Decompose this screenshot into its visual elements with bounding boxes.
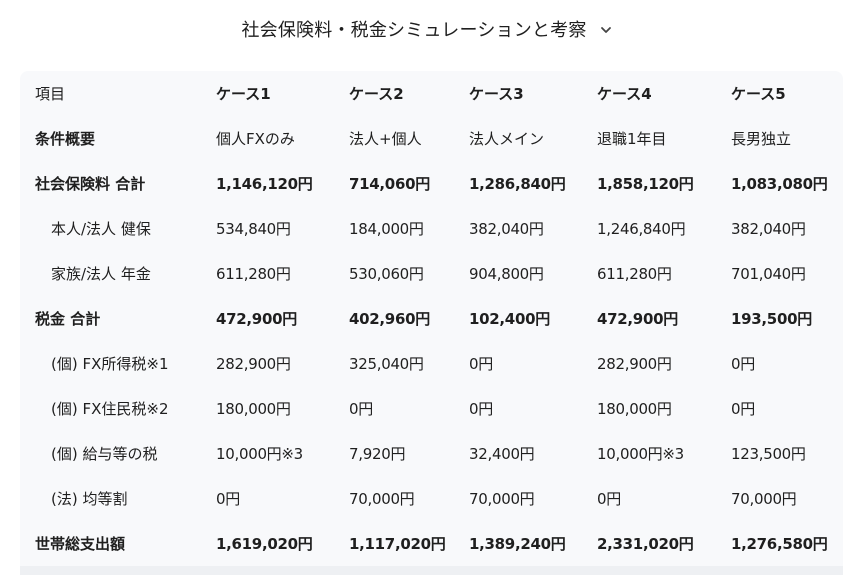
row-label: (個) FX所得税※1 [51, 355, 169, 373]
comparison-table-card: 項目 ケース1 ケース2 ケース3 ケース4 ケース5 条件概要 個人FXのみ … [20, 71, 843, 575]
table-cell: 701,040円 [731, 265, 806, 283]
row-label: (個) FX住民税※2 [51, 400, 169, 418]
table-row-tax-total: 税金 合計 472,900円 402,960円 102,400円 472,900… [20, 296, 843, 341]
table-cell: 382,040円 [731, 220, 806, 238]
table-cell: 1,619,020円 [216, 535, 313, 553]
row-label: (法) 均等割 [51, 490, 128, 508]
table-row-per-capita-levy: (法) 均等割 0円 70,000円 70,000円 0円 70,000円 [20, 476, 843, 521]
row-label: 世帯総支出額 [35, 535, 126, 553]
row-label: 条件概要 [35, 130, 96, 148]
row-label: 本人/法人 健保 [51, 220, 151, 238]
table-cell: 282,900円 [597, 355, 672, 373]
table-cell: 2,331,020円 [597, 535, 694, 553]
table-cell: 282,900円 [216, 355, 291, 373]
page-title: 社会保険料・税金シミュレーションと考察 [241, 20, 587, 41]
table-cell: 180,000円 [216, 400, 291, 418]
table-cell: 714,060円 [349, 175, 430, 193]
table-cell: 325,040円 [349, 355, 424, 373]
table-cell: 70,000円 [469, 490, 535, 508]
table-row-fx-income-tax: (個) FX所得税※1 282,900円 325,040円 0円 282,900… [20, 341, 843, 386]
table-cell: 123,500円 [731, 445, 806, 463]
table-row-salary-tax: (個) 給与等の税 10,000円※3 7,920円 32,400円 10,00… [20, 431, 843, 476]
table-cell: 0円 [469, 400, 493, 418]
table-row-health-insurance: 本人/法人 健保 534,840円 184,000円 382,040円 1,24… [20, 206, 843, 251]
table-row-fx-resident-tax: (個) FX住民税※2 180,000円 0円 0円 180,000円 0円 [20, 386, 843, 431]
table-cell: 472,900円 [216, 310, 297, 328]
column-header-case3: ケース3 [469, 85, 524, 103]
table-cell: 32,400円 [469, 445, 535, 463]
table-cell: 402,960円 [349, 310, 430, 328]
table-cell: 0円 [349, 400, 373, 418]
table-cell: 0円 [731, 400, 755, 418]
table-cell: 1,146,120円 [216, 175, 313, 193]
page-header[interactable]: 社会保険料・税金シミュレーションと考察 [0, 14, 856, 44]
table-cell: 法人メイン [469, 130, 545, 148]
table-cell: 611,280円 [597, 265, 672, 283]
table-cell: 904,800円 [469, 265, 544, 283]
column-header-item: 項目 [35, 85, 66, 103]
table-cell: 長男独立 [731, 130, 792, 148]
table-cell: 10,000円※3 [597, 445, 684, 463]
table-cell: 382,040円 [469, 220, 544, 238]
table-cell: 1,286,840円 [469, 175, 566, 193]
table-cell: 1,389,240円 [469, 535, 566, 553]
comparison-table: 項目 ケース1 ケース2 ケース3 ケース4 ケース5 条件概要 個人FXのみ … [20, 71, 843, 566]
row-label: (個) 給与等の税 [51, 445, 158, 463]
table-footer-strip [20, 566, 843, 575]
table-cell: 1,858,120円 [597, 175, 694, 193]
row-label: 税金 合計 [35, 310, 101, 328]
row-label: 家族/法人 年金 [51, 265, 151, 283]
table-cell: 1,246,840円 [597, 220, 686, 238]
table-cell: 180,000円 [597, 400, 672, 418]
table-cell: 611,280円 [216, 265, 291, 283]
table-cell: 472,900円 [597, 310, 678, 328]
row-label: 社会保険料 合計 [35, 175, 146, 193]
table-cell: 0円 [469, 355, 493, 373]
table-cell: 1,117,020円 [349, 535, 446, 553]
table-cell: 530,060円 [349, 265, 424, 283]
table-cell: 退職1年目 [597, 130, 667, 148]
table-cell: 個人FXのみ [216, 130, 295, 148]
table-cell: 70,000円 [731, 490, 797, 508]
table-cell: 10,000円※3 [216, 445, 303, 463]
table-cell: 184,000円 [349, 220, 424, 238]
table-cell: 0円 [216, 490, 240, 508]
table-row-conditions: 条件概要 個人FXのみ 法人+個人 法人メイン 退職1年目 長男独立 [20, 116, 843, 161]
column-header-case1: ケース1 [216, 85, 271, 103]
table-cell: 1,276,580円 [731, 535, 828, 553]
table-cell: 193,500円 [731, 310, 812, 328]
table-row-pension: 家族/法人 年金 611,280円 530,060円 904,800円 611,… [20, 251, 843, 296]
table-cell: 0円 [731, 355, 755, 373]
table-cell: 法人+個人 [349, 130, 422, 148]
table-row-household-total: 世帯総支出額 1,619,020円 1,117,020円 1,389,240円 … [20, 521, 843, 566]
table-row-social-insurance-total: 社会保険料 合計 1,146,120円 714,060円 1,286,840円 … [20, 161, 843, 206]
table-cell: 534,840円 [216, 220, 291, 238]
column-header-case2: ケース2 [349, 85, 404, 103]
table-cell: 102,400円 [469, 310, 550, 328]
table-cell: 70,000円 [349, 490, 415, 508]
table-cell: 1,083,080円 [731, 175, 828, 193]
chevron-down-icon[interactable] [597, 21, 615, 39]
column-header-case4: ケース4 [597, 85, 652, 103]
table-cell: 0円 [597, 490, 621, 508]
column-header-case5: ケース5 [731, 85, 786, 103]
table-cell: 7,920円 [349, 445, 406, 463]
table-header-row: 項目 ケース1 ケース2 ケース3 ケース4 ケース5 [20, 71, 843, 116]
